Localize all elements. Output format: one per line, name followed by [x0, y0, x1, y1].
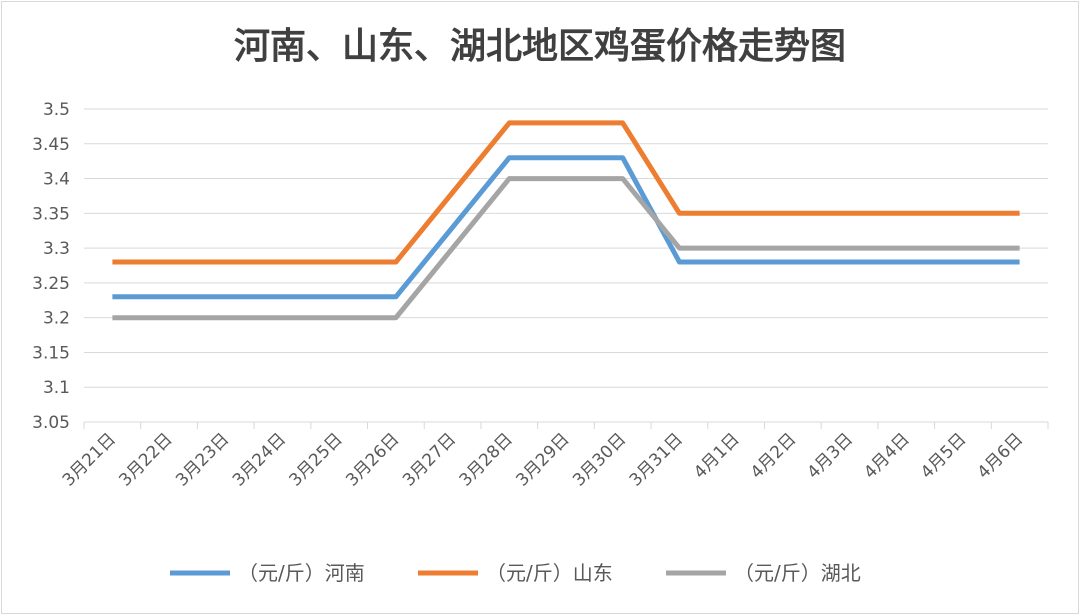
x-tick-label: 3月30日 [569, 429, 630, 490]
x-tick-label: 3月31日 [626, 429, 687, 490]
legend-label-0: （元/斤）河南 [238, 561, 365, 585]
x-tick-label: 3月25日 [286, 429, 347, 490]
series-line-2 [112, 176, 1020, 321]
x-tick-label: 4月1日 [690, 429, 743, 482]
x-axis: 3月21日3月22日3月23日3月24日3月25日3月26日3月27日3月28日… [59, 422, 1049, 491]
y-tick-label: 3.45 [32, 135, 70, 155]
x-tick-label: 3月23日 [172, 429, 233, 490]
y-tick-label: 3.05 [32, 413, 70, 433]
x-tick-label: 3月22日 [115, 429, 176, 490]
y-tick-label: 3.35 [32, 204, 70, 224]
y-tick-label: 3.1 [43, 378, 70, 398]
x-tick-label: 3月24日 [229, 429, 290, 490]
y-tick-label: 3.3 [43, 239, 70, 259]
series-lines [112, 120, 1020, 321]
legend: （元/斤）河南 （元/斤）山东 （元/斤）湖北 [170, 561, 861, 585]
x-tick-label: 4月2日 [747, 429, 800, 482]
x-tick-label: 3月21日 [59, 429, 120, 490]
y-tick-label: 3.4 [43, 170, 70, 190]
x-tick-label: 4月3日 [804, 429, 857, 482]
x-tick-label: 3月28日 [456, 429, 517, 490]
x-tick-label: 4月6日 [974, 429, 1027, 482]
chart-title: 河南、山东、湖北地区鸡蛋价格走势图 [234, 26, 846, 67]
legend-label-2: （元/斤）湖北 [734, 561, 861, 585]
y-tick-label: 3.15 [32, 343, 70, 363]
y-tick-label: 3.5 [43, 100, 70, 120]
series-line-1 [112, 120, 1020, 265]
y-tick-label: 3.2 [43, 309, 70, 329]
legend-label-1: （元/斤）山东 [486, 561, 613, 585]
x-tick-label: 3月29日 [512, 429, 573, 490]
x-tick-label: 3月27日 [399, 429, 460, 490]
series-line-0 [112, 155, 1020, 300]
x-tick-label: 4月4日 [860, 429, 913, 482]
y-tick-label: 3.25 [32, 274, 70, 294]
x-tick-label: 4月5日 [917, 429, 970, 482]
x-tick-label: 3月26日 [342, 429, 403, 490]
y-axis: 3.05 3.1 3.15 3.2 3.25 3.3 3.35 3.4 3.45 3.5 [32, 100, 70, 433]
